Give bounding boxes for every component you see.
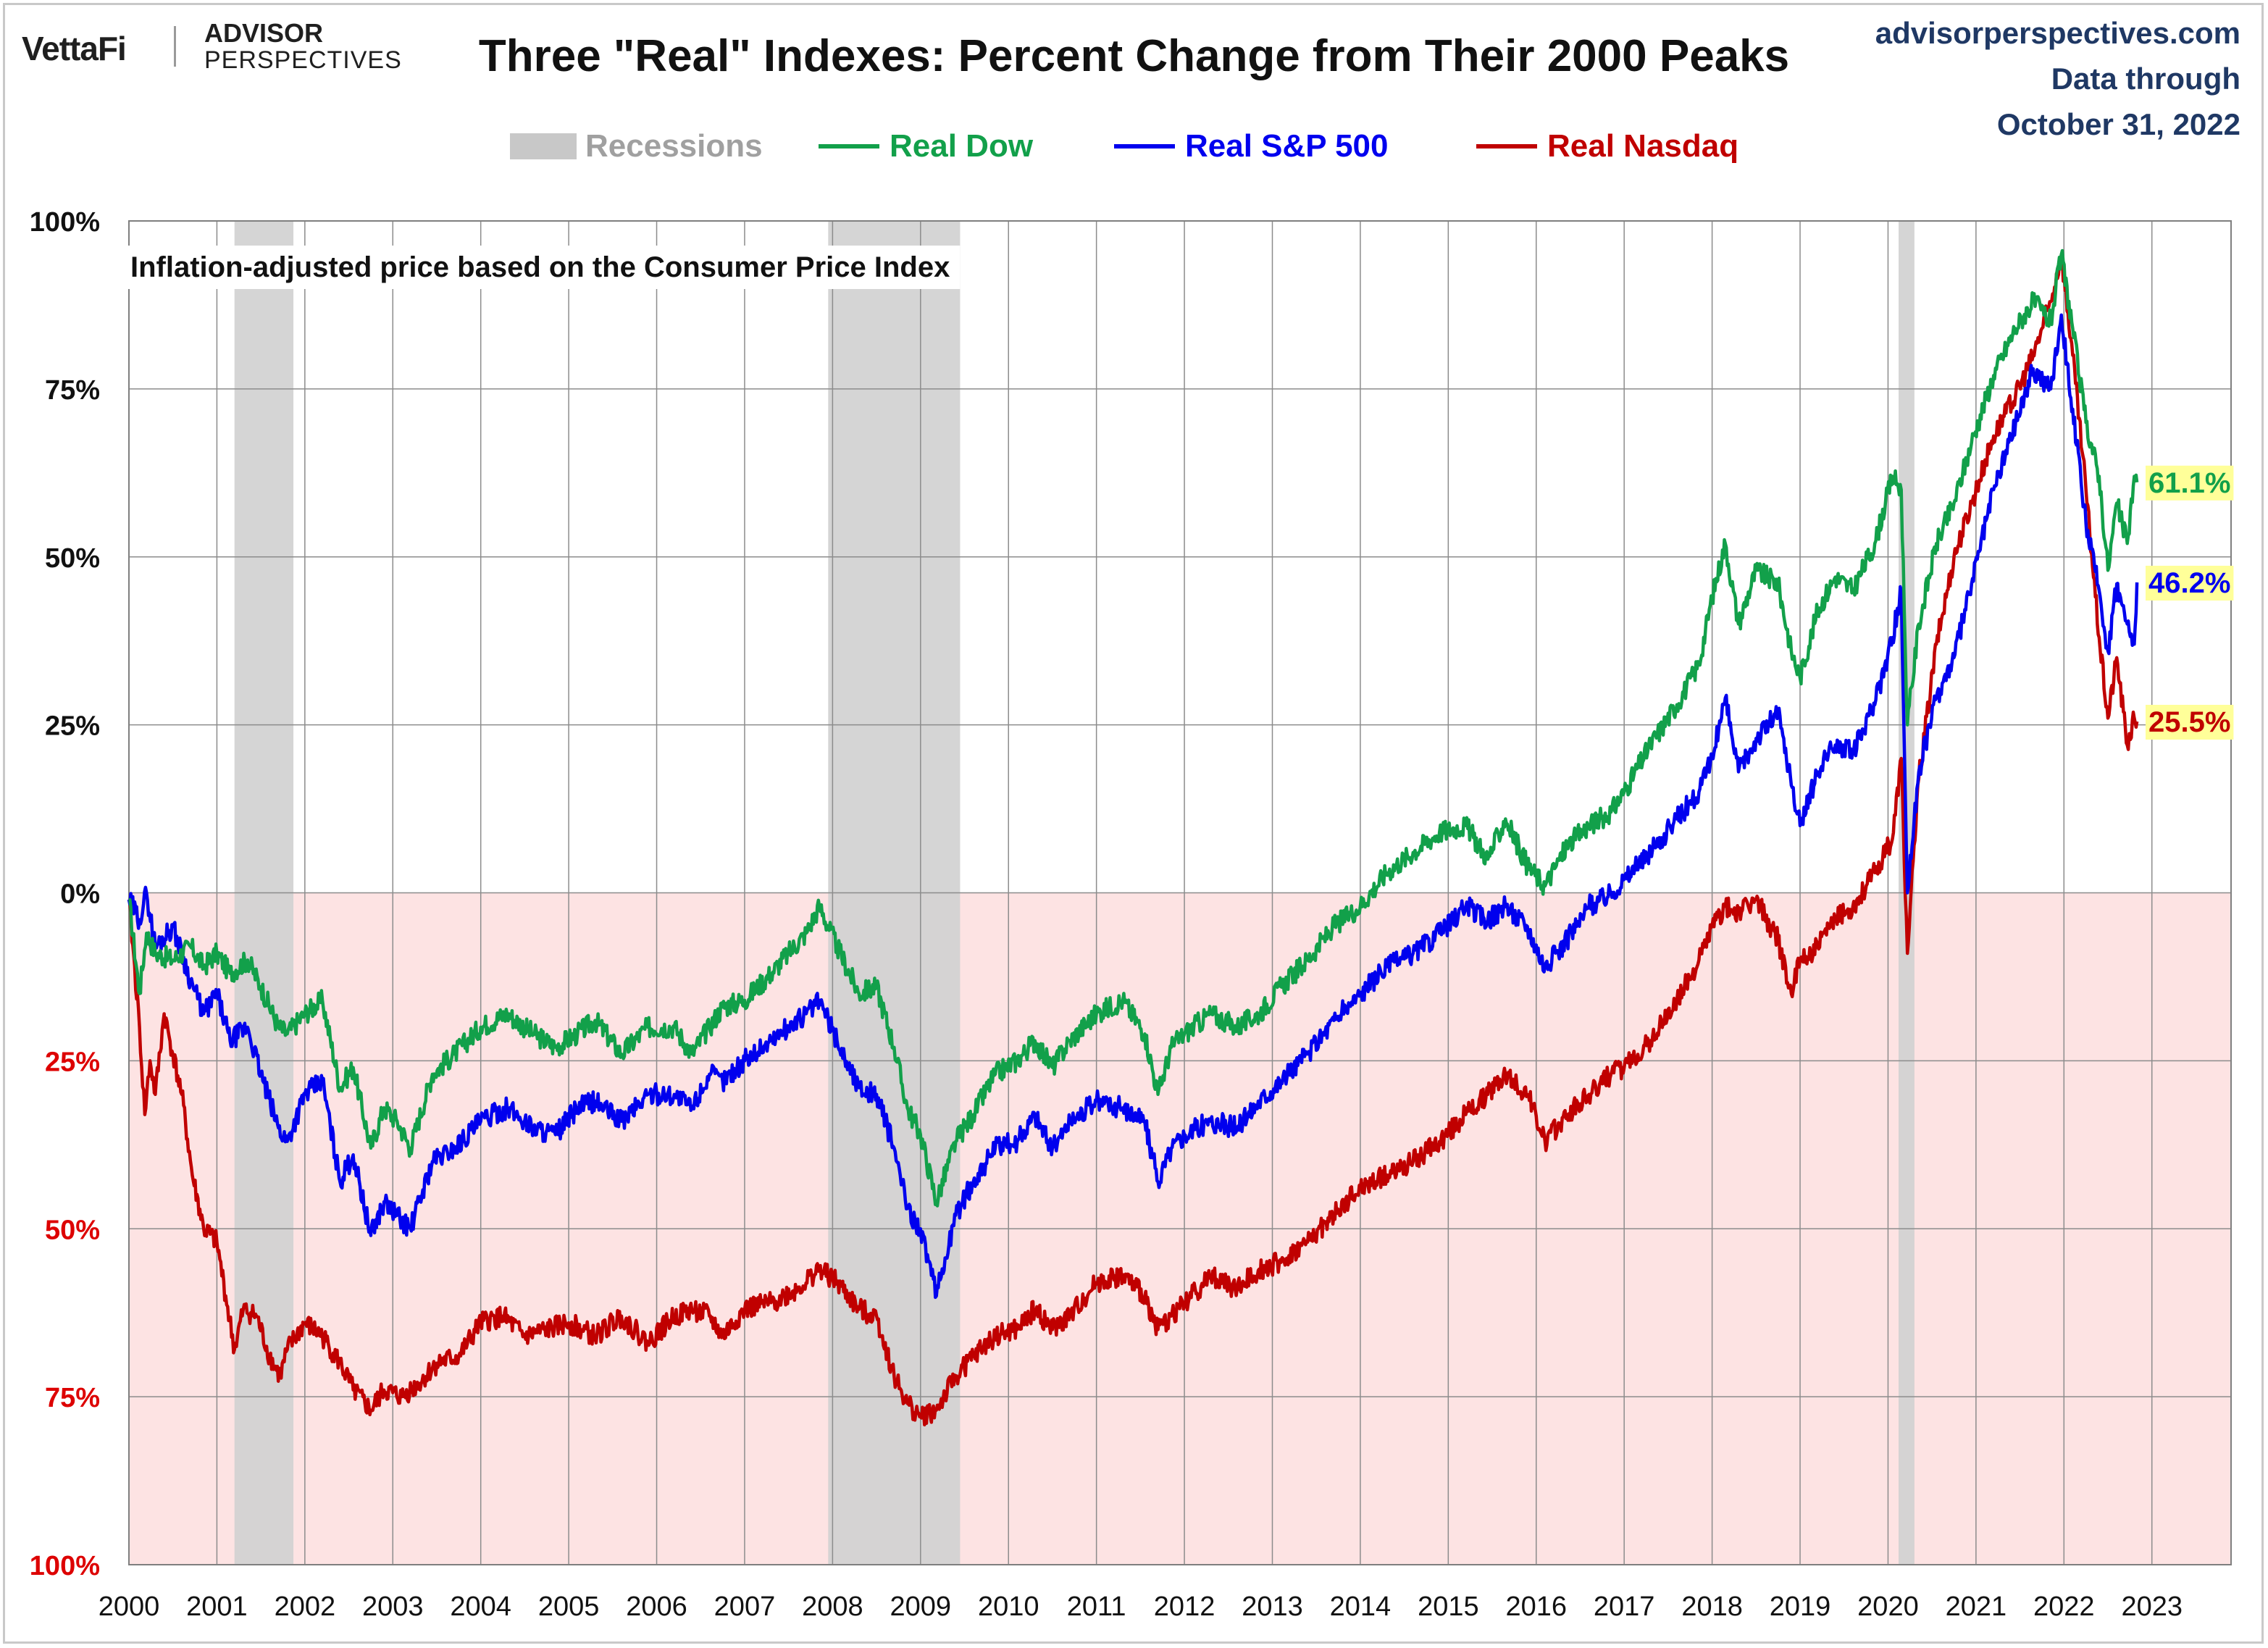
- brand-divider: [174, 26, 176, 67]
- legend-label-real-nasdaq: Real Nasdaq: [1547, 128, 1739, 164]
- legend-nasdaq-line: [1476, 144, 1537, 149]
- vettafi-wordmark: VettaFi: [22, 30, 127, 67]
- legend-recession-swatch: [510, 133, 577, 159]
- perspectives-wordmark: PERSPECTIVES: [204, 46, 402, 74]
- chart-frame: [3, 3, 2264, 1644]
- legend-item-real-dow: Real Dow: [819, 125, 1033, 168]
- legend-label-real-sp500: Real S&P 500: [1185, 128, 1389, 164]
- source-site: advisorperspectives.com: [1875, 16, 2240, 50]
- legend-sp500-line: [1114, 144, 1175, 149]
- chart-title: Three "Real" Indexes: Percent Change fro…: [478, 31, 1790, 81]
- advisor-wordmark: ADVISOR: [204, 18, 324, 48]
- legend-item-recessions: Recessions: [510, 125, 763, 168]
- source-block: advisorperspectives.com Data through Oct…: [1875, 10, 2240, 147]
- legend-label-real-dow: Real Dow: [890, 128, 1034, 164]
- data-through-date: October 31, 2022: [1996, 107, 2240, 141]
- data-through-label: Data through: [2051, 62, 2240, 96]
- legend-item-real-nasdaq: Real Nasdaq: [1476, 125, 1738, 168]
- chart-legend: Recessions Real Dow Real S&P 500 Real Na…: [0, 125, 2268, 168]
- legend-label-recessions: Recessions: [585, 128, 763, 164]
- legend-dow-line: [819, 144, 879, 149]
- legend-item-real-sp500: Real S&P 500: [1114, 125, 1388, 168]
